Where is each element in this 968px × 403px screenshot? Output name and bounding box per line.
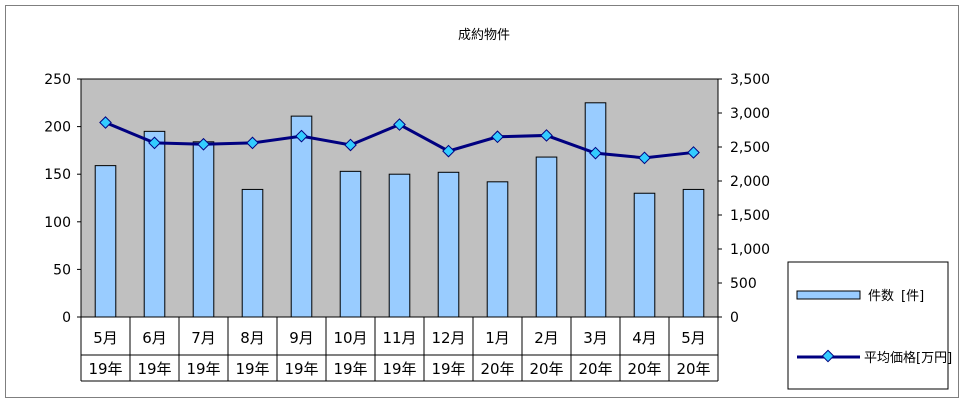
right-tick-label: 2,000 <box>730 174 770 190</box>
category-table: 5月 19年 6月 19年 7月 19年 8月 19年 9月 19年 10月 19年 11月 19年 12月… <box>80 317 719 382</box>
legend-count-unit: [件] <box>901 289 924 304</box>
left-tick-label: 250 <box>44 72 71 88</box>
line-marker <box>638 151 651 165</box>
line-marker <box>148 136 161 150</box>
line-marker <box>344 138 357 152</box>
line-marker <box>295 129 308 143</box>
category-month-label: 3月 <box>583 329 608 347</box>
category-month-label: 5月 <box>93 329 118 347</box>
right-tick-label: 3,000 <box>730 106 770 122</box>
category-year-label: 19年 <box>284 360 318 378</box>
right-tick-label: 2,500 <box>730 140 770 156</box>
bar <box>241 188 264 318</box>
category-year-label: 20年 <box>676 360 710 378</box>
left-axis: 0 50 100 150 200 250 <box>44 72 81 326</box>
right-axis: 0 500 1,000 1,500 2,000 2,500 3,000 3,500 <box>718 72 770 326</box>
legend-box <box>787 261 949 390</box>
line-marker <box>687 146 700 159</box>
category-month-label: 12月 <box>431 329 465 347</box>
category-month-label: 5月 <box>681 329 706 347</box>
category-month-label: 1月 <box>485 329 510 347</box>
left-tick-label: 150 <box>44 167 71 183</box>
legend-bar-swatch <box>796 290 861 300</box>
bar <box>535 156 558 318</box>
category-year-label: 19年 <box>88 360 122 378</box>
line-marker <box>491 130 504 144</box>
line-series <box>99 116 700 165</box>
right-tick-label: 500 <box>730 276 757 292</box>
left-tick-label: 200 <box>44 120 71 136</box>
bar <box>94 165 117 318</box>
bar <box>143 130 166 318</box>
bar <box>388 173 411 318</box>
left-tick-label: 50 <box>53 262 71 278</box>
category-year-label: 19年 <box>382 360 416 378</box>
bar <box>633 192 656 318</box>
line-marker <box>197 137 210 151</box>
category-year-label: 19年 <box>333 360 367 378</box>
category-year-label: 20年 <box>627 360 661 378</box>
category-month-label: 8月 <box>240 329 265 347</box>
line-marker <box>246 136 259 150</box>
legend-count-label: 件数 <box>868 289 894 304</box>
bar <box>339 170 362 318</box>
right-tick-label: 0 <box>730 310 739 326</box>
category-month-label: 4月 <box>632 329 657 347</box>
category-year-label: 20年 <box>480 360 514 378</box>
bar <box>290 115 313 318</box>
bar <box>682 188 705 318</box>
category-month-label: 2月 <box>534 329 559 347</box>
category-year-label: 19年 <box>137 360 171 378</box>
right-tick-label: 3,500 <box>730 72 770 88</box>
bar-series <box>94 102 705 318</box>
category-year-label: 19年 <box>431 360 465 378</box>
category-month-label: 7月 <box>191 329 216 347</box>
line-marker <box>99 116 112 129</box>
category-month-label: 11月 <box>382 329 416 347</box>
bar <box>437 171 460 318</box>
bar <box>584 102 607 318</box>
category-year-label: 20年 <box>578 360 612 378</box>
category-year-label: 20年 <box>529 360 563 378</box>
right-tick-label: 1,500 <box>730 208 770 224</box>
chart-title: 成約物件 <box>458 28 510 43</box>
left-tick-label: 0 <box>62 310 71 326</box>
category-year-label: 19年 <box>186 360 220 378</box>
category-month-label: 9月 <box>289 329 314 347</box>
legend-line-marker <box>821 349 835 363</box>
category-year-label: 19年 <box>235 360 269 378</box>
legend: 件数 [件] 平均価格[万円] <box>787 261 952 390</box>
line-marker <box>589 146 602 160</box>
right-tick-label: 1,000 <box>730 242 770 258</box>
left-tick-label: 100 <box>44 215 71 231</box>
bar <box>192 141 215 318</box>
line-marker <box>540 129 553 142</box>
line-marker <box>442 144 455 158</box>
category-month-label: 6月 <box>142 329 167 347</box>
legend-price-label: 平均価格[万円] <box>864 350 952 366</box>
category-month-label: 10月 <box>333 329 367 347</box>
line-marker <box>393 118 406 131</box>
bar <box>486 181 509 318</box>
